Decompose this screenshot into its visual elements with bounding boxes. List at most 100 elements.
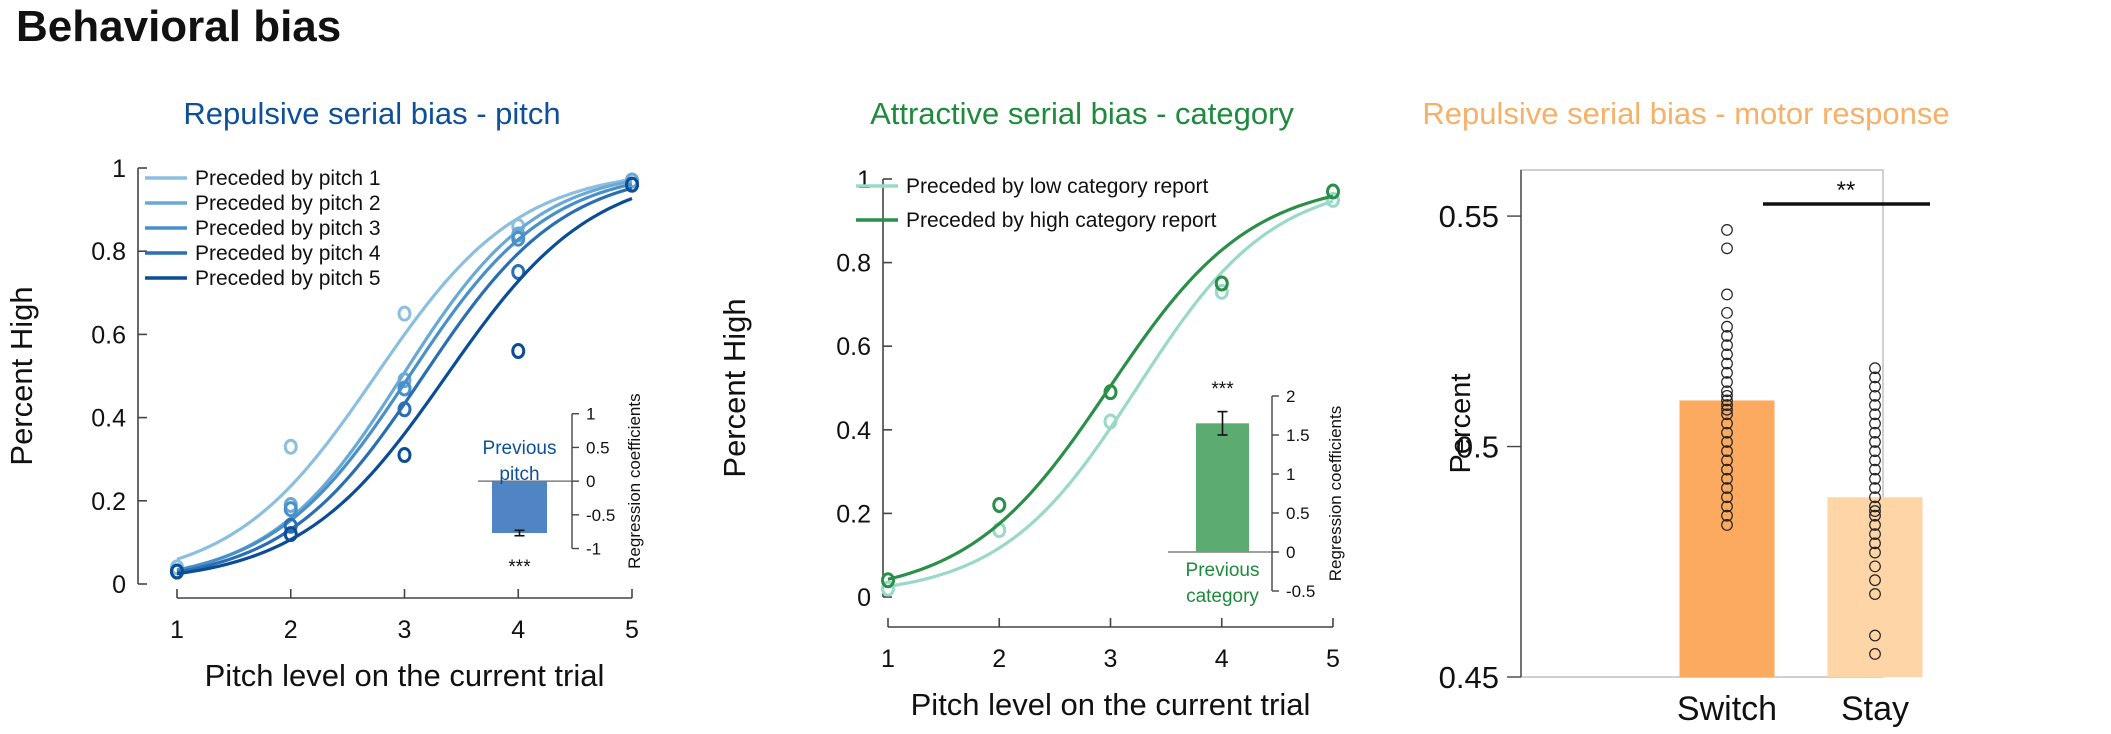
panel3-subject-point [1721,389,1733,402]
panel3-subject-point [1869,417,1881,430]
panel3-bar-stay [1827,497,1923,677]
panel2-x-tick-label: 2 [992,645,1006,673]
panel3-x-tick-label: Switch [1677,690,1777,728]
panel1-inset-y-axis-label: Regression coefficients [625,393,644,568]
panel3-subject-point [1721,403,1733,416]
panel3-subject-point [1721,509,1733,522]
panel1-x-tick-label: 3 [398,616,412,644]
panel1-y-tick-label: 0.2 [91,488,126,516]
panel1-data-point [170,563,184,580]
panel3-subject-point [1869,454,1881,467]
panel3-x-tick-label: Stay [1841,690,1909,728]
panel1-x-tick-label: 1 [170,616,184,644]
panel2-data-point [1326,183,1340,200]
panel3-subject-point [1869,389,1881,402]
panel3-subject-point [1869,546,1881,559]
panel3-subject-point [1869,399,1881,411]
panel3-subject-point [1869,426,1881,439]
panel2-data-point [1103,413,1118,430]
panel1-data-point [397,372,412,389]
panel2-y-tick-label: 0.6 [836,333,871,361]
panel1-data-point [397,401,412,418]
panel2-series-line-1 [887,199,1334,589]
panel1-y-axis-label: Percent High [4,286,39,465]
panel1-y-tick-label: 0 [112,571,126,599]
panel3-subject-point [1869,505,1881,517]
panel3-bar-switch [1679,400,1775,677]
panel3-subject-point [1869,371,1881,384]
panel2-x-tick-label: 3 [1104,645,1118,673]
panel3-subject-point [1721,454,1733,467]
panel2-y-tick-label: 1 [857,166,871,194]
panel1-inset-category-label: Previous [483,438,557,459]
panel3-subject-point [1721,366,1733,379]
panel3-subject-point [1721,491,1733,504]
panel3-subject-point [1721,445,1733,458]
panel1-data-point [511,230,526,247]
panel3-y-axis-label: Percent [1445,374,1477,474]
panel3-subject-point [1869,445,1881,458]
panel1-y-tick-label: 0.8 [91,238,126,266]
panel2-x-tick-label: 4 [1215,645,1229,673]
panel2-inset-bar [1196,423,1249,552]
panel2-inset-y-tick-label: 2 [1286,387,1295,406]
panel3-subject-point [1869,537,1881,550]
panel3-subject-point [1869,519,1881,531]
panel1-series-line-5 [176,196,633,576]
panel3-subject-point [1721,472,1733,485]
panel2-data-point [1326,191,1340,208]
panel3-y-tick-label: 0.45 [1439,660,1499,695]
panel2-inset-category-label: category [1186,586,1259,607]
panel1-data-point [397,447,412,464]
panel3-subject-point [1869,380,1881,393]
panel2-y-tick-label: 0.4 [836,417,871,445]
panel1-data-point [283,501,298,518]
panel2-x-tick-label: 5 [1326,645,1340,673]
panel3-subject-point [1721,394,1733,407]
panel1-data-point [283,526,298,543]
panel3-subject-point [1869,408,1881,421]
panel3-subject-point [1721,330,1733,342]
panel1-inset-y-tick-label: 1 [586,405,595,424]
panel3-subject-point [1869,509,1881,522]
panel3-subject-point [1721,357,1733,370]
panel2-inset-y-tick-label: 1.5 [1286,426,1310,445]
panel1-legend-entry-2: Preceded by pitch 2 [195,192,381,215]
panel2-data-point [992,497,1007,514]
panel1-data-point [511,264,526,280]
panel3-subject-point [1721,288,1733,301]
panel1-series-line-1 [176,177,633,561]
panel3-y-tick-label: 0.5 [1456,430,1499,465]
panel3-subject-point [1869,491,1881,504]
panel1-data-point [283,438,298,455]
panel1-inset-y-tick-label: -0.5 [586,506,615,525]
panel1-data-point [511,343,526,360]
panel3-subject-point [1869,463,1881,476]
panel2-series-line-2 [887,194,1334,581]
panel3-subject-point [1721,306,1733,319]
panel2-title: Attractive serial bias - category [870,96,1294,131]
panel1-y-tick-label: 1 [112,155,126,183]
panel2-inset-category-label: Previous [1186,560,1260,581]
panel1-legend-entry-1: Preceded by pitch 1 [195,167,381,190]
panel3-y-tick-label: 0.55 [1439,199,1499,234]
panel3-subject-point [1721,242,1733,255]
panel3-subject-point [1721,224,1733,236]
panel1-data-point [625,176,639,193]
panel3-subject-point [1869,560,1881,573]
panel1-inset-significance: *** [508,557,531,578]
panel1-y-tick-label: 0.4 [91,405,126,433]
panel2-y-axis-label: Percent High [717,298,752,477]
panel2-x-axis-label: Pitch level on the current trial [911,687,1311,722]
panel1-legend-entry-3: Preceded by pitch 3 [195,217,381,240]
panel2-inset-y-tick-label: 0 [1286,543,1295,562]
panel3-subject-point [1721,482,1733,494]
figure-title: Behavioral bias [16,2,342,51]
panel3-subject-point [1721,385,1733,398]
panel3-subject-point [1721,463,1733,476]
panel2-inset-y-tick-label: 0.5 [1286,504,1310,523]
panel2-inset-y-tick-label: -0.5 [1286,582,1315,601]
panel2-inset-y-axis-label: Regression coefficients [1326,406,1345,581]
panel3-subject-point [1721,500,1733,513]
panel2-inset-y-tick-label: 1 [1286,465,1295,484]
